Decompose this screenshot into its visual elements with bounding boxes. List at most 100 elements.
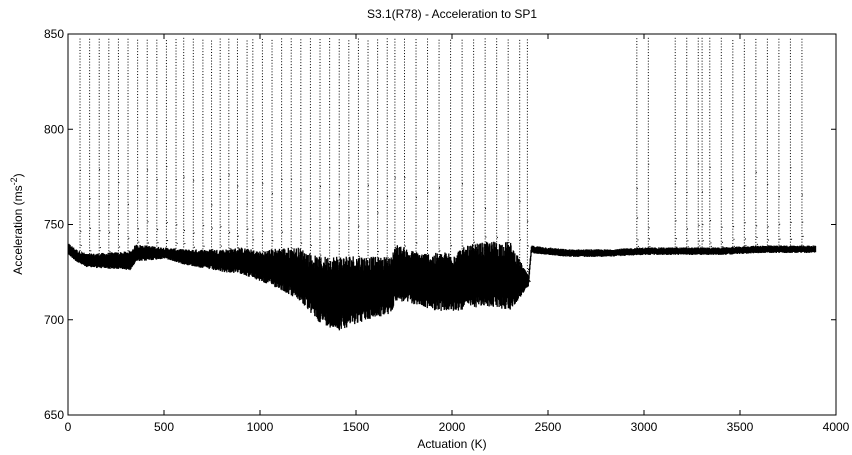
data-point <box>175 202 177 204</box>
data-point <box>329 43 331 45</box>
data-point <box>117 227 119 229</box>
data-point <box>156 162 158 164</box>
data-point <box>202 219 204 221</box>
data-point <box>79 55 81 57</box>
data-point <box>156 205 158 207</box>
data-point <box>319 176 321 178</box>
data-point <box>367 189 369 191</box>
data-point <box>290 195 292 197</box>
data-point <box>202 65 204 67</box>
data-point <box>369 283 371 285</box>
data-point <box>185 255 187 257</box>
data-point <box>211 117 213 119</box>
data-point <box>146 179 148 181</box>
data-point <box>338 167 340 169</box>
data-point <box>177 253 179 255</box>
data-point <box>146 171 148 173</box>
data-point <box>98 147 100 149</box>
data-point <box>261 216 263 218</box>
data-point <box>219 198 221 200</box>
data-point <box>261 116 263 118</box>
data-point <box>281 218 283 220</box>
data-point <box>338 110 340 112</box>
data-point <box>108 207 110 209</box>
data-point <box>394 195 396 197</box>
data-point <box>156 216 158 218</box>
data-point <box>219 84 221 86</box>
data-point <box>252 262 254 264</box>
data-point <box>386 152 388 154</box>
data-point <box>98 90 100 92</box>
data-point <box>309 61 311 63</box>
data-point <box>89 230 91 232</box>
data-point <box>348 248 350 250</box>
data-point <box>236 75 238 77</box>
data-point <box>281 172 283 174</box>
data-point <box>108 58 110 60</box>
data-point <box>319 110 321 112</box>
data-point <box>100 258 102 260</box>
data-point <box>338 96 340 98</box>
data-point <box>202 251 204 253</box>
data-point <box>156 234 158 236</box>
data-point <box>212 248 214 250</box>
data-point <box>219 238 221 240</box>
data-point <box>193 180 195 182</box>
data-point <box>377 153 379 155</box>
data-point <box>388 281 390 283</box>
data-point <box>98 98 100 100</box>
data-point <box>329 243 331 245</box>
data-point <box>183 232 185 234</box>
data-point <box>89 75 91 77</box>
data-point <box>300 233 302 235</box>
data-point <box>271 39 273 41</box>
data-point <box>394 127 396 129</box>
data-point <box>394 135 396 137</box>
data-point <box>108 181 110 183</box>
data-point <box>98 38 100 40</box>
data-point <box>100 255 102 257</box>
data-point <box>319 279 321 281</box>
data-point <box>117 47 119 49</box>
data-point <box>309 264 311 266</box>
data-point <box>89 95 91 97</box>
data-point <box>394 170 396 172</box>
data-point <box>357 270 359 272</box>
data-point <box>339 280 341 282</box>
data-point <box>367 131 369 133</box>
data-point <box>290 266 292 268</box>
data-point <box>165 142 167 144</box>
data-point <box>192 255 194 257</box>
data-point <box>89 198 91 200</box>
data-point <box>281 95 283 97</box>
data-point <box>300 119 302 121</box>
data-point <box>300 182 302 184</box>
data-point <box>202 76 204 78</box>
data-point <box>236 78 238 80</box>
data-point <box>99 230 101 232</box>
data-point <box>158 251 160 253</box>
data-point <box>203 252 205 254</box>
data-point <box>98 241 100 243</box>
data-point <box>261 78 263 80</box>
data-point <box>338 190 340 192</box>
data-point <box>281 215 283 217</box>
data-point <box>127 147 129 149</box>
data-point <box>290 126 292 128</box>
data-point <box>252 162 254 164</box>
data-point <box>290 238 292 240</box>
data-point <box>127 167 129 169</box>
data-point <box>271 74 273 76</box>
data-point <box>319 170 321 172</box>
data-point <box>255 263 257 265</box>
data-point <box>192 87 194 89</box>
data-point <box>261 121 263 123</box>
data-point <box>271 85 273 87</box>
data-point <box>348 226 350 228</box>
data-point <box>348 128 350 130</box>
data-point <box>228 73 230 75</box>
data-point <box>202 122 204 124</box>
data-point <box>367 246 369 248</box>
data-point <box>377 56 379 58</box>
data-point <box>117 50 119 52</box>
